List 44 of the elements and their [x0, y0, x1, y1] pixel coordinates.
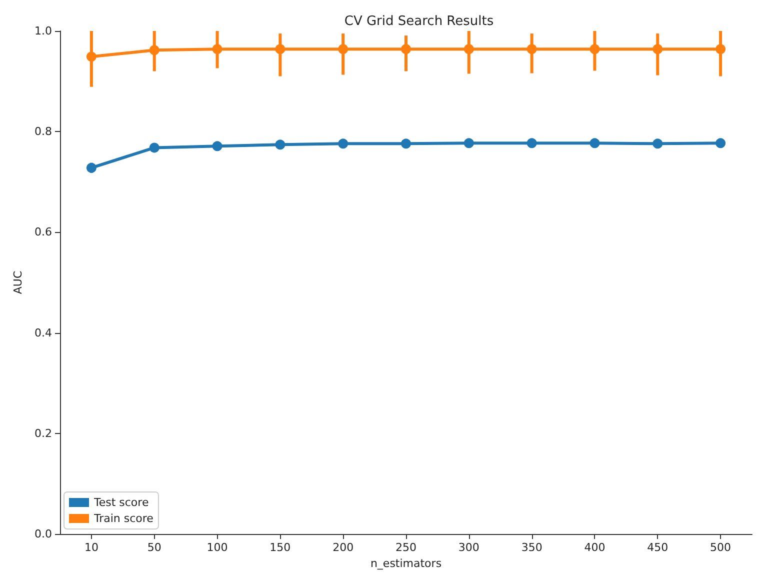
point: [275, 44, 286, 54]
x-tick-label: 50: [147, 541, 162, 554]
point: [716, 138, 726, 148]
y-tick-label: 0.6: [34, 226, 52, 239]
point: [652, 44, 663, 54]
point: [652, 138, 663, 149]
point: [590, 138, 600, 148]
chart-title: CV Grid Search Results: [344, 14, 494, 29]
x-tick-label: 450: [647, 541, 668, 554]
y-tick-label: 0.2: [34, 426, 52, 440]
y-tick-label: 0.8: [34, 125, 52, 138]
x-tick-label: 150: [270, 541, 291, 554]
point: [212, 141, 222, 152]
point: [401, 138, 411, 149]
x-tick-label: 400: [584, 541, 606, 554]
point: [590, 44, 600, 54]
y-axis-title: AUC: [12, 270, 25, 294]
y-tick-label: 0.4: [34, 326, 52, 340]
x-tick-label: 350: [521, 541, 542, 554]
legend-label: Train score: [93, 512, 154, 525]
point: [716, 44, 726, 54]
x-tick-label: 10: [84, 541, 98, 554]
point: [464, 44, 474, 54]
x-tick-label: 200: [332, 541, 354, 554]
x-tick-label: 500: [710, 541, 732, 554]
point: [86, 162, 96, 173]
point: [526, 44, 537, 54]
point: [401, 44, 411, 54]
point: [149, 45, 160, 56]
point: [86, 52, 96, 62]
point: [338, 44, 348, 54]
point: [149, 142, 160, 153]
x-tick-label: 100: [206, 541, 228, 554]
y-tick-label: 0.0: [34, 528, 52, 540]
y-tick-label: 1.0: [34, 24, 52, 38]
legend-label: Test score: [93, 496, 149, 509]
x-axis-title: n_estimators: [370, 557, 442, 570]
point: [526, 138, 537, 148]
point: [338, 138, 348, 149]
x-tick-label: 250: [396, 541, 416, 554]
point: [212, 44, 222, 54]
x-tick-label: 300: [458, 541, 480, 554]
point: [275, 140, 286, 150]
point: [464, 138, 474, 148]
